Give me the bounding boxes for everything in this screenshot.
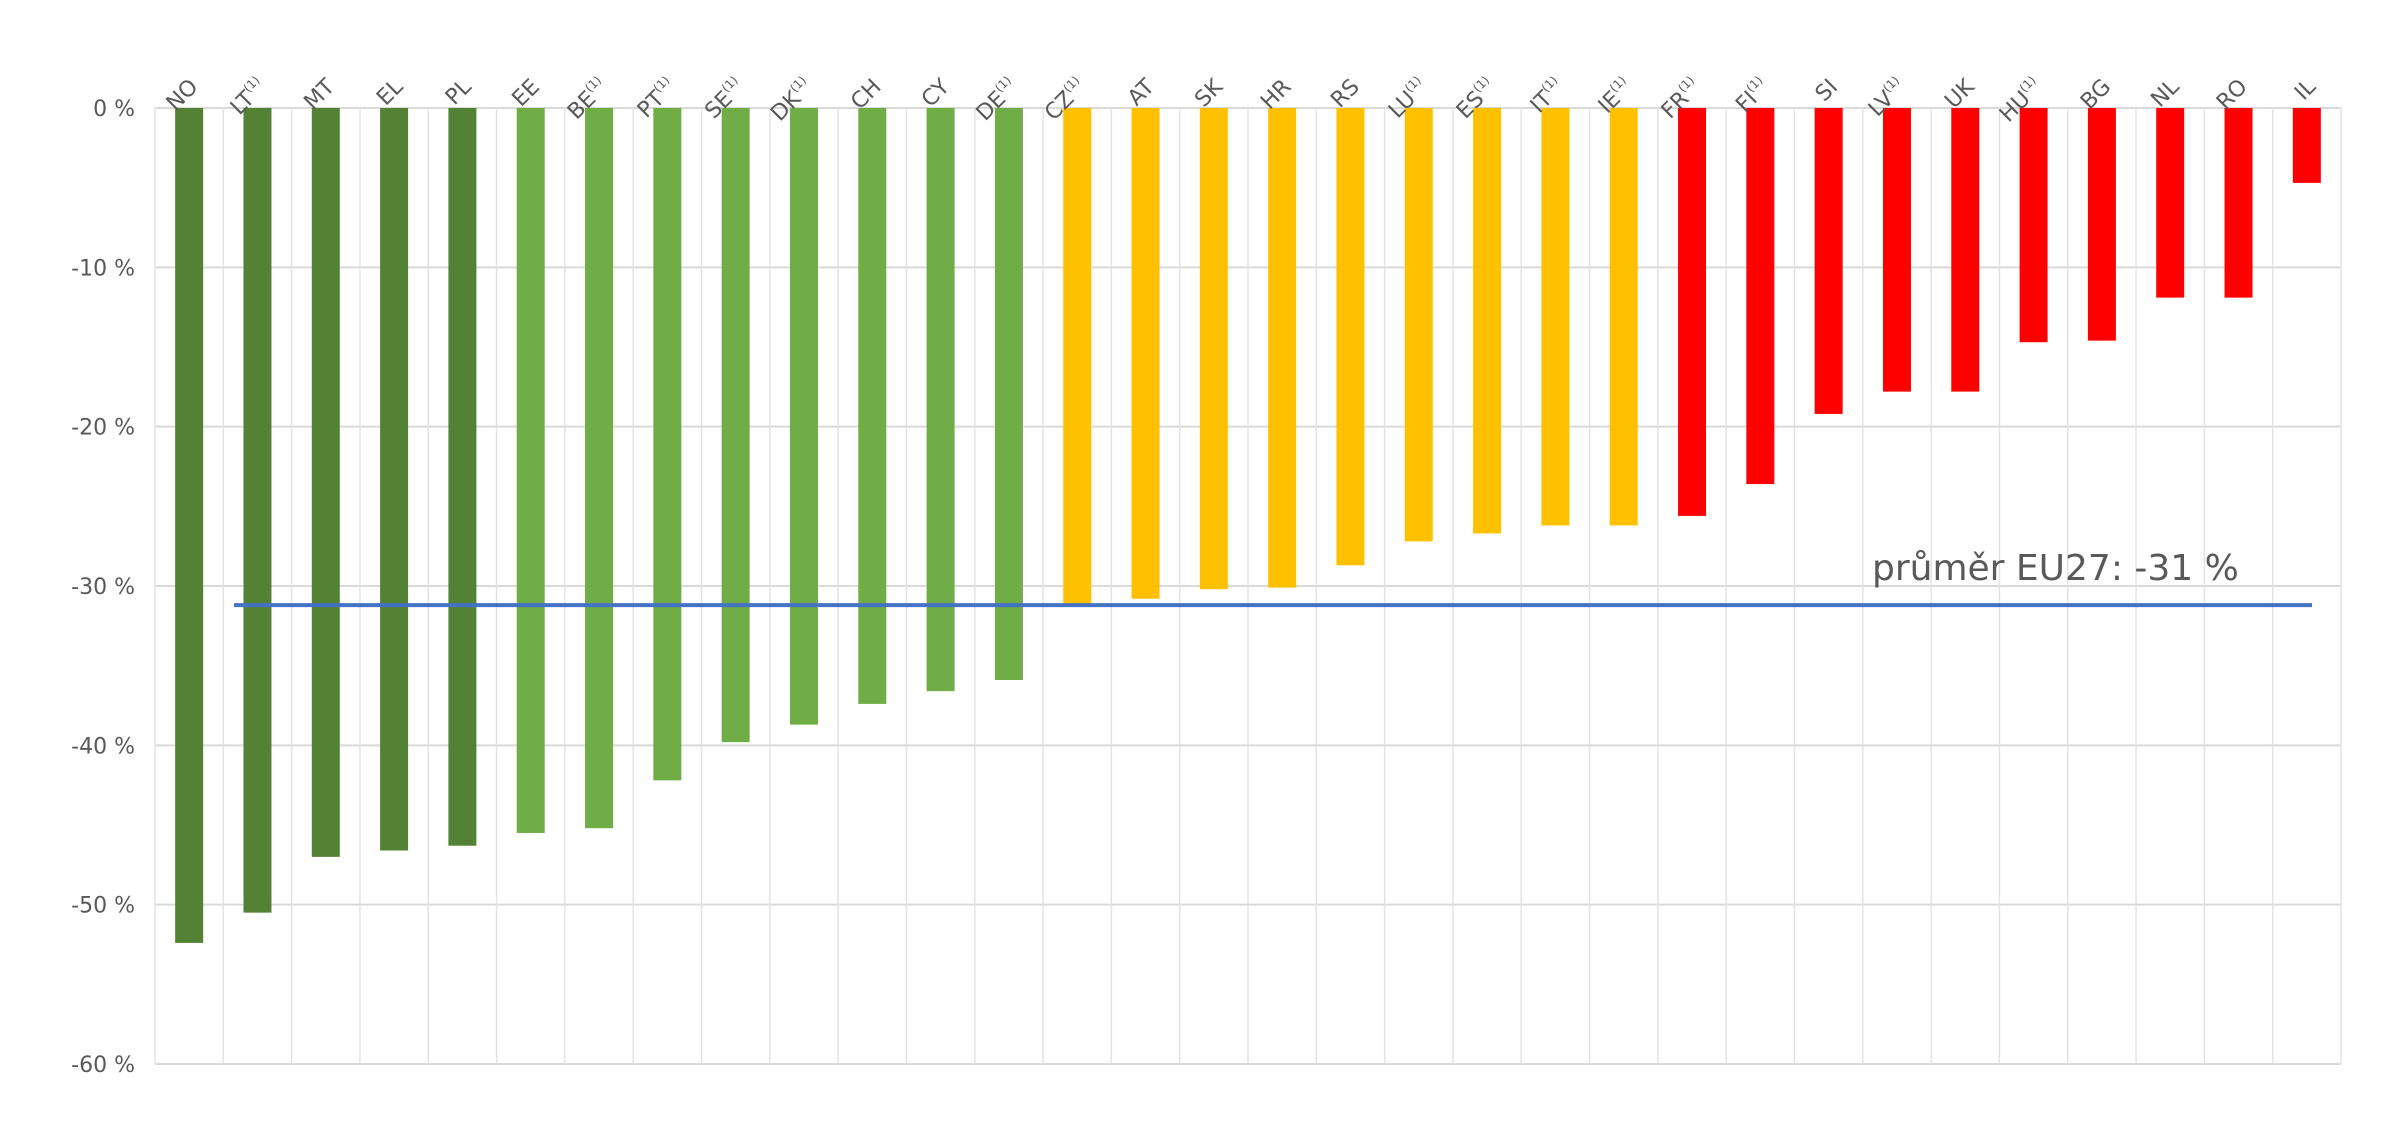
bar-sk	[1199, 108, 1228, 590]
bar-be	[585, 108, 614, 829]
y-axis: 0 % -10 % -20 % -30 % -40 % -50 % -60 %	[71, 97, 135, 1078]
bar-es	[1473, 108, 1502, 534]
bar-cy	[926, 108, 955, 692]
footnote-marker: (1)	[1607, 73, 1629, 95]
bar-de	[994, 108, 1023, 681]
bar-fi	[1746, 108, 1775, 485]
bars	[175, 108, 2321, 943]
y-tick-label: -10 %	[71, 256, 135, 281]
footnote-marker: (1)	[1880, 73, 1902, 95]
bar-dk	[789, 108, 818, 725]
bar-at	[1131, 108, 1160, 599]
bar-uk	[1951, 108, 1980, 392]
x-tick-label-il: IL	[2290, 74, 2321, 105]
bar-pt	[653, 108, 682, 781]
y-tick-label: -30 %	[71, 575, 135, 600]
footnote-marker: (1)	[2017, 73, 2039, 95]
bar-cz	[1063, 108, 1092, 604]
gridlines	[154, 107, 2342, 1065]
eu27-average-label: průměr EU27: -31 %	[1872, 548, 2239, 589]
footnote-marker: (1)	[650, 73, 672, 95]
footnote-marker: (1)	[1470, 73, 1492, 95]
footnote-marker: (1)	[787, 73, 809, 95]
y-tick-label: -40 %	[71, 734, 135, 759]
x-tick-label-cy: CY	[917, 74, 955, 112]
footnote-marker: (1)	[1539, 73, 1561, 95]
bar-hr	[1268, 108, 1297, 588]
footnote-marker: (1)	[1743, 73, 1765, 95]
x-tick-label-pl: PL	[441, 74, 477, 110]
bar-ro	[2224, 108, 2253, 298]
footnote-marker: (1)	[1402, 73, 1424, 95]
y-tick-label: -50 %	[71, 894, 135, 919]
footnote-marker: (1)	[241, 73, 263, 95]
x-tick-label-ee: EE	[508, 75, 545, 112]
bar-rs	[1336, 108, 1365, 566]
footnote-marker: (1)	[1060, 73, 1082, 95]
x-tick-label-nl: NL	[2146, 74, 2185, 113]
x-tick-label-at: AT	[1123, 74, 1160, 111]
bar-lt	[243, 108, 272, 913]
footnote-marker: (1)	[719, 73, 741, 95]
bar-il	[2292, 108, 2321, 183]
y-tick-label: -20 %	[71, 416, 135, 441]
y-tick-label: -60 %	[71, 1053, 135, 1078]
bar-lu	[1404, 108, 1433, 542]
bar-bg	[2087, 108, 2116, 341]
bar-nl	[2156, 108, 2185, 298]
bar-ch	[858, 108, 887, 704]
x-axis-labels: NO LT(1) MT EL PL EE BE(1)PT(1)SE(1)DK(1) CH CY D…	[162, 73, 2322, 127]
bar-lv	[1882, 108, 1911, 392]
bar-pl	[448, 108, 477, 846]
x-tick-label-si: SI	[1811, 75, 1843, 107]
bar-ee	[516, 108, 545, 833]
footnote-marker: (1)	[1675, 73, 1697, 95]
bar-hu	[2019, 108, 2048, 343]
bar-el	[380, 108, 409, 851]
y-tick-label: 0 %	[93, 97, 135, 122]
footnote-marker: (1)	[582, 73, 604, 95]
x-tick-label-el: EL	[372, 74, 409, 111]
bar-si	[1814, 108, 1843, 414]
bar-se	[721, 108, 750, 743]
x-tick-label-sk: SK	[1190, 74, 1228, 112]
bar-no	[175, 108, 204, 943]
bar-ie	[1609, 108, 1638, 526]
bar-it	[1541, 108, 1570, 526]
bar-fr	[1678, 108, 1707, 516]
bar-mt	[311, 108, 340, 857]
footnote-marker: (1)	[992, 73, 1014, 95]
